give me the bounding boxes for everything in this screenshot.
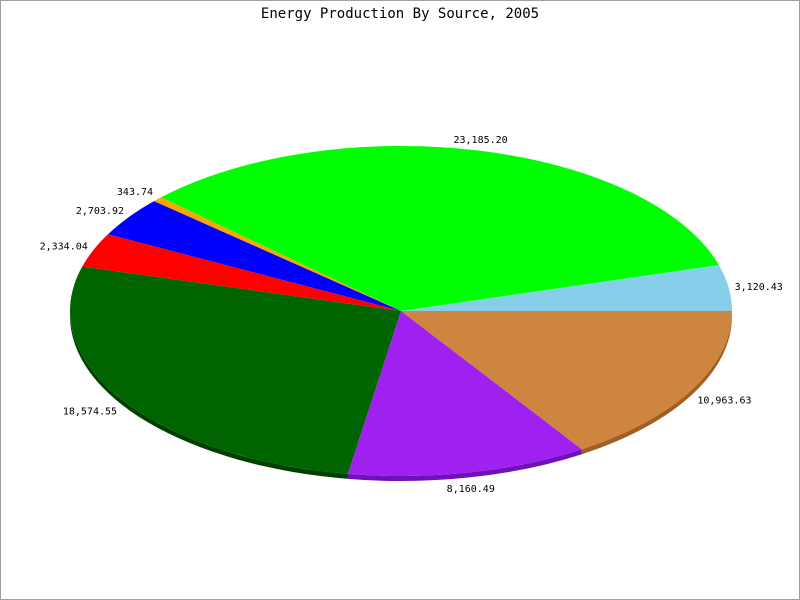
pie-labels: 3,120.43 23,185.20 343.74 2,703.92 2,334.04 1… [40,135,783,495]
pie-depth-6 [347,449,582,481]
pie-slice-6 [347,311,582,476]
pie-slice-label-7: 10,963.63 [697,395,751,406]
pie-slice-label-1: 23,185.20 [454,135,508,146]
pie-slice-label-5: 18,574.55 [63,406,117,417]
pie-slice-7 [401,311,732,450]
pie-depth-7 [581,311,732,455]
chart-title: Energy Production By Source, 2005 [260,6,540,22]
pie-slice-1 [160,145,719,311]
pie-slices [70,145,732,476]
pie-slice-0 [401,264,732,311]
pie-slice-4 [82,234,401,311]
pie-slice-5 [70,266,401,474]
pie-slice-3 [107,201,401,311]
pie-slice-label-6: 8,160.49 [447,484,495,495]
pie-depth [70,311,732,481]
pie-slice-label-4: 2,334.04 [40,242,88,253]
pie-slice-label-3: 2,703.92 [76,206,124,217]
pie-slice-label-2: 343.74 [117,187,153,198]
pie-slice-label-0: 3,120.43 [735,282,783,293]
pie-slice-2 [153,197,401,311]
